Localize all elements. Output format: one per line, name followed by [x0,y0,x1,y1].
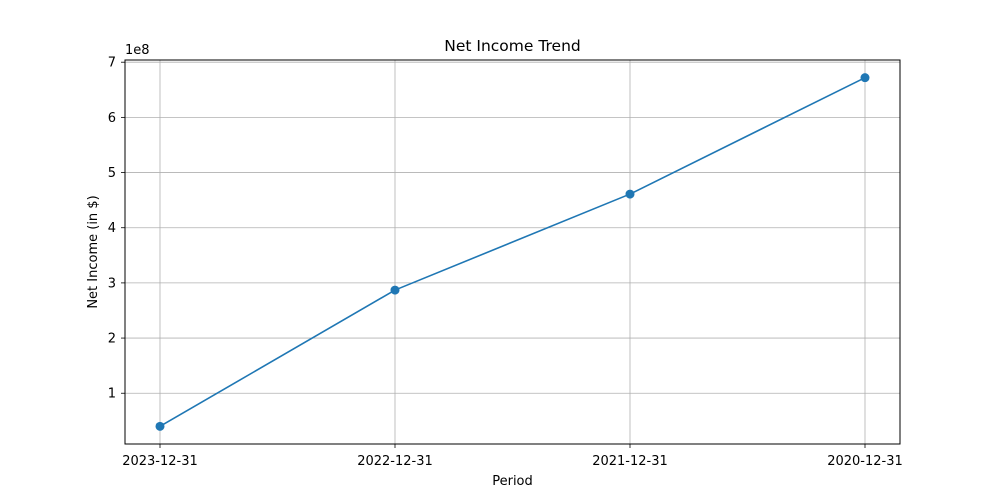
data-point [625,189,635,199]
series-line [159,76,866,428]
y-axis-label: Net Income (in $) [86,195,101,308]
series-layer [155,73,870,431]
x-axis-ticks: 2023-12-31 2022-12-31 2021-12-31 2020-12-31 [122,444,903,469]
x-tick-label: 2021-12-31 [592,454,668,469]
data-point [390,285,400,295]
grid-lines [125,60,900,444]
data-point [155,421,165,431]
chart-title: Net Income Trend [444,37,581,55]
x-axis-label: Period [492,474,533,489]
y-tick-label: 1 [108,387,116,402]
y-tick-label: 2 [108,332,116,347]
y-offset-label: 1e8 [125,43,150,58]
y-tick-label: 7 [108,56,116,71]
x-tick-label: 2020-12-31 [827,454,903,469]
y-tick-label: 5 [108,166,116,181]
y-tick-label: 3 [108,276,116,291]
y-tick-label: 6 [108,111,116,126]
data-point [860,73,870,83]
x-tick-label: 2023-12-31 [122,454,198,469]
y-axis-ticks: 1 2 3 4 5 6 7 [108,56,125,402]
y-tick-label: 4 [108,221,116,236]
plot-frame [124,59,901,445]
x-tick-label: 2022-12-31 [357,454,433,469]
